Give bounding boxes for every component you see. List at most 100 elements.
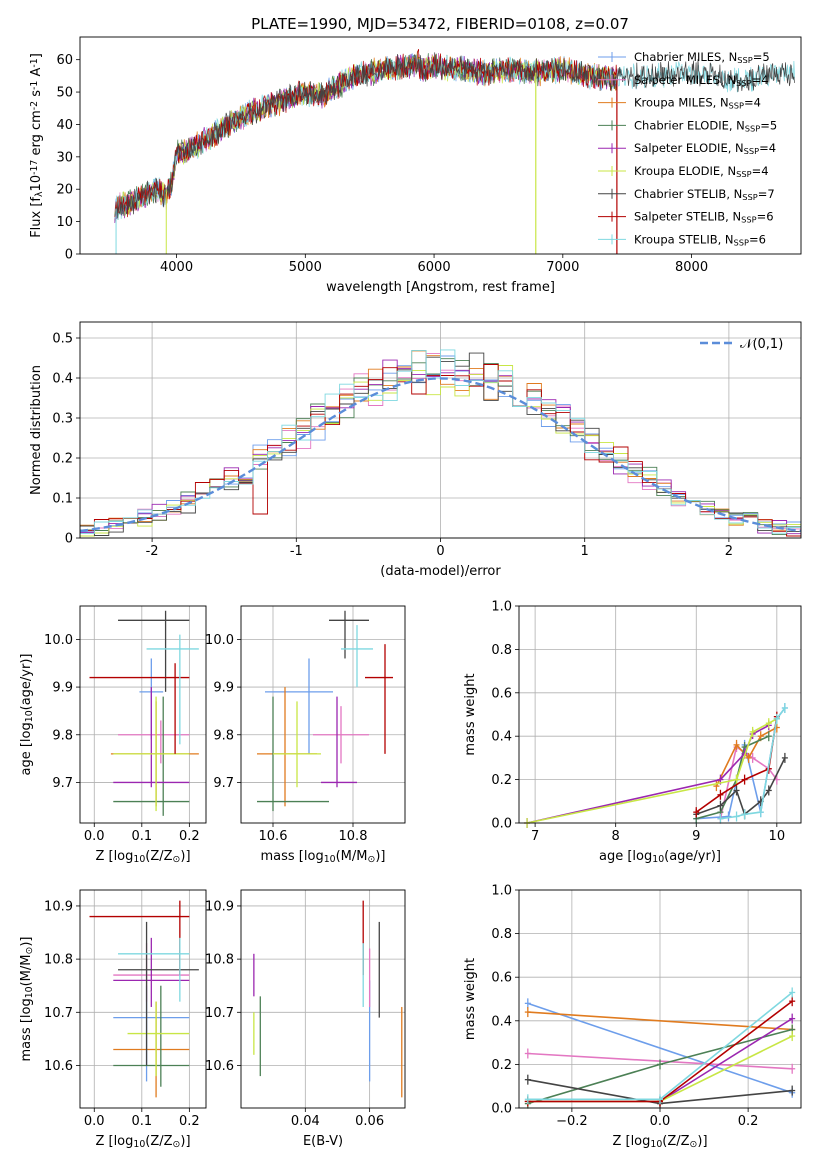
y-tick-label: 0.1: [52, 492, 73, 507]
y-tick-label: 10.7: [205, 1006, 234, 1021]
histograms: [80, 349, 801, 537]
spectrum-panel: 4000 5000 6000 7000 8000 0 10 20 30 40 50 60 wavelen…: [29, 36, 802, 295]
y-axis-label: Normed distribution: [29, 365, 44, 495]
legend-label: Kroupa ELODIE, NSSP=4: [634, 164, 769, 179]
residual-histogram-panel: -2 -1 0 1 2 0 0.1 0.2 0.3 0.4 0.5 (data-model)/erro…: [29, 321, 802, 579]
plot-frame: [240, 605, 406, 824]
x-tick-label: 6000: [418, 260, 451, 275]
series-line: [720, 707, 786, 820]
plot-frame: [79, 36, 802, 255]
y-tick-label: 9.7: [213, 776, 234, 791]
age-vs-z-panel: 0.0 0.1 0.2 9.7 9.8 9.9 10.0 Z [log10(Z/Z⊙)] age…: [19, 605, 207, 865]
y-tick-label: 0.6: [491, 971, 512, 986]
legend-label: Kroupa MILES, NSSP=4: [634, 96, 761, 111]
y-axis-label: mass [log10(M/M⊙)]: [19, 937, 35, 1062]
y-tick-label: 0.2: [52, 452, 73, 467]
x-tick-label: −0.2: [556, 1114, 588, 1129]
y-tick-label: 1.0: [491, 884, 512, 899]
figure-title: PLATE=1990, MJD=53472, FIBERID=0108, z=0…: [251, 15, 629, 33]
plot-frame: [79, 889, 207, 1109]
x-tick-label: 0.1: [131, 1114, 152, 1129]
y-tick-label: 10.0: [205, 633, 234, 648]
y-axis-label: Flux [fλ10-17 erg cm-2 s-1 A-1]: [29, 53, 45, 238]
y-tick-label: 9.8: [52, 728, 73, 743]
series-line: [527, 1002, 793, 1094]
y-tick-label: 10.9: [44, 899, 73, 914]
x-tick-label: 9: [692, 829, 700, 844]
plot-frame: [518, 889, 802, 1109]
y-tick-label: 10.6: [205, 1059, 234, 1074]
plot-frame: [518, 605, 802, 824]
series-line: [696, 735, 770, 820]
x-axis-label: age [log10(age/yr)]: [599, 849, 721, 865]
y-tick-label: 10.8: [44, 953, 73, 968]
y-axis-label: mass weight: [463, 673, 478, 755]
x-axis-label: Z [log10(Z/Z⊙)]: [95, 849, 190, 865]
x-tick-label: 1: [581, 544, 589, 559]
x-axis-label: E(B-V): [303, 1134, 343, 1149]
legend-label: Salpeter MILES, NSSP=4: [634, 73, 769, 88]
x-axis-label: Z [log10(Z/Z⊙)]: [95, 1134, 190, 1150]
x-tick-label: 0.0: [84, 1114, 105, 1129]
y-tick-label: 10: [56, 215, 73, 230]
x-tick-label: 4000: [160, 260, 193, 275]
y-tick-label: 9.9: [52, 681, 73, 696]
x-axis-label: (data-model)/error: [380, 564, 501, 579]
age-vs-mass-panel: 10.6 10.8 9.7 9.8 9.9 10.0 mass [log10(M/M⊙)]: [205, 605, 406, 865]
y-tick-label: 10.9: [205, 899, 234, 914]
legend-label: Chabrier ELODIE, NSSP=5: [634, 118, 777, 133]
legend-label: Chabrier STELIB, NSSP=7: [634, 187, 775, 202]
series-line: [526, 724, 770, 824]
plot-frame: [79, 605, 207, 824]
y-tick-label: 30: [56, 150, 73, 165]
x-tick-label: 0.0: [650, 1114, 671, 1129]
x-axis-label: mass [log10(M/M⊙)]: [261, 849, 386, 865]
x-tick-label: 0: [436, 544, 444, 559]
legend-label: 𝒩(0,1): [740, 337, 783, 352]
y-tick-label: 0.3: [52, 412, 73, 427]
y-tick-label: 10.8: [205, 953, 234, 968]
y-tick-label: 0.4: [52, 372, 73, 387]
y-tick-label: 0.8: [491, 643, 512, 658]
y-tick-label: 0.6: [491, 686, 512, 701]
y-tick-label: 0: [65, 248, 73, 263]
x-tick-label: 10.6: [259, 829, 288, 844]
legend-label: Chabrier MILES, NSSP=5: [634, 50, 770, 65]
y-tick-label: 0.8: [491, 927, 512, 942]
spectrum-lines: [114, 48, 795, 254]
y-tick-label: 0.5: [52, 332, 73, 347]
series-line: [526, 718, 778, 824]
x-tick-label: -1: [290, 544, 303, 559]
y-tick-label: 9.8: [213, 728, 234, 743]
x-tick-label: 10: [769, 829, 786, 844]
x-tick-label: 7: [531, 829, 539, 844]
y-tick-label: 10.0: [44, 633, 73, 648]
plot-frame: [79, 321, 802, 539]
x-tick-label: 0.2: [179, 829, 200, 844]
y-tick-label: 10.6: [44, 1059, 73, 1074]
x-axis-label: Z [log10(Z/Z⊙)]: [612, 1134, 707, 1150]
x-tick-label: 0.04: [291, 1114, 320, 1129]
y-tick-label: 0: [65, 532, 73, 547]
x-tick-label: 0.0: [84, 829, 105, 844]
x-tick-label: 0.2: [179, 1114, 200, 1129]
plot-frame: [240, 889, 406, 1109]
mass-weight-vs-z-panel: −0.2 0.0 0.2 0.0 0.2 0.4 0.6 0.8 1.0 Z [log10(Z/Z…: [463, 884, 802, 1150]
legend-label: Kroupa STELIB, NSSP=6: [634, 232, 766, 247]
y-tick-label: 1.0: [491, 600, 512, 615]
normal-reference-curve: [80, 377, 801, 533]
y-tick-label: 60: [56, 53, 73, 68]
x-tick-label: 10.8: [339, 829, 368, 844]
mass-weight-vs-age-panel: 7 8 9 10 0.0 0.2 0.4 0.6 0.8 1.0 age [log10(age/yr…: [463, 600, 802, 865]
y-tick-label: 0.4: [491, 1014, 512, 1029]
y-tick-label: 20: [56, 183, 73, 198]
x-tick-label: 8000: [675, 260, 708, 275]
y-tick-label: 0.2: [491, 1058, 512, 1073]
x-tick-label: 7000: [546, 260, 579, 275]
y-tick-label: 9.9: [213, 681, 234, 696]
x-tick-label: 5000: [289, 260, 322, 275]
x-tick-label: 8: [612, 829, 620, 844]
y-tick-label: 9.7: [52, 776, 73, 791]
y-tick-label: 0.0: [491, 817, 512, 832]
